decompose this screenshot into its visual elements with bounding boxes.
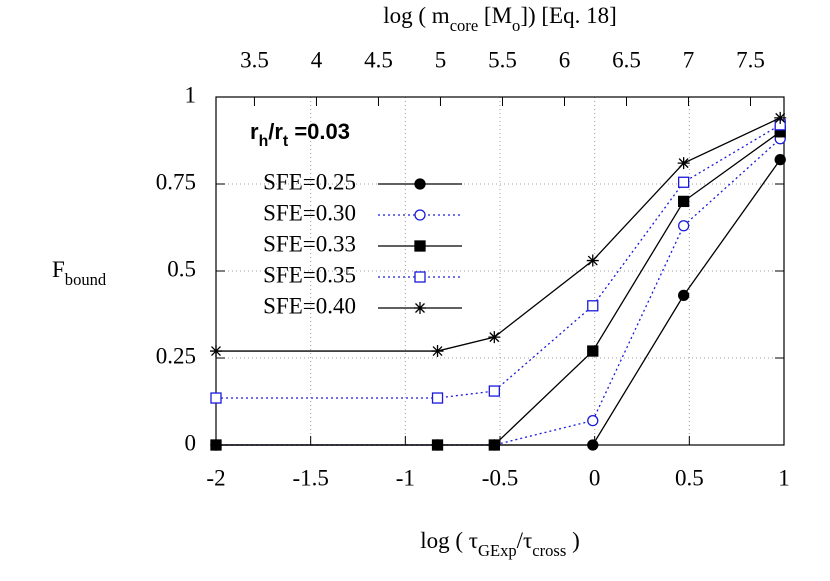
y-tick-label: 1: [185, 82, 197, 107]
series-line: [216, 131, 781, 446]
x2-tick-label: 6: [559, 47, 571, 72]
x2-axis-title-part: log ( m: [383, 3, 450, 28]
y-tick-label: 0.75: [156, 169, 196, 194]
x-tick-label: 1: [778, 465, 790, 490]
y-axis-title-part: bound: [65, 270, 107, 289]
annotation-part: r: [250, 119, 259, 144]
annotation-part: =0.03: [288, 119, 350, 144]
legend-label: SFE=0.25: [263, 169, 356, 194]
x-tick-label: 0: [589, 465, 601, 490]
legend-marker: [414, 302, 426, 314]
marker: [587, 300, 599, 312]
x2-axis-title: log ( mcore [Mo]) [Eq. 18]: [383, 3, 617, 35]
marker: [488, 331, 501, 344]
x2-tick-label: 5.5: [488, 47, 517, 72]
marker: [678, 195, 690, 208]
marker: [431, 439, 444, 451]
x2-axis-title-part: core: [450, 16, 478, 35]
marker: [678, 220, 690, 232]
marker: [587, 345, 599, 357]
marker: [678, 176, 690, 188]
x2-tick-label: 6.5: [612, 47, 641, 72]
y-tick-label: 0: [185, 430, 197, 455]
legend-label: SFE=0.40: [263, 293, 356, 318]
x-tick-label: -1.5: [292, 465, 328, 490]
x2-axis-title-part: [M: [478, 3, 512, 28]
marker: [210, 345, 222, 358]
legend-marker: [414, 240, 426, 252]
marker: [210, 439, 222, 451]
marker: [587, 414, 599, 427]
marker: [677, 157, 690, 170]
marker: [586, 254, 599, 267]
annotation-part: h: [259, 133, 269, 150]
x-axis-title-part: ): [566, 528, 579, 553]
x2-tick-label: 3.5: [240, 47, 269, 72]
x-axis-title: log ( τGExp/τcross ): [420, 528, 579, 560]
marker: [587, 439, 599, 451]
legend-label: SFE=0.30: [263, 200, 356, 225]
legend-marker: [414, 271, 426, 283]
x2-axis-title-part: o: [512, 16, 520, 35]
marker: [488, 385, 500, 397]
legend-label: SFE=0.35: [263, 262, 356, 287]
annotation: rh/rt =0.03: [250, 119, 350, 150]
x2-tick-label: 7: [683, 47, 695, 72]
x-tick-label: -0.5: [482, 465, 518, 490]
annotation-part: /r: [268, 119, 283, 144]
marker: [678, 289, 690, 302]
series-line: [216, 124, 781, 399]
marker: [431, 345, 444, 358]
series-line: [216, 138, 781, 446]
annotation-part: t: [283, 133, 289, 150]
marker: [431, 392, 444, 404]
x-axis-title-part: log ( τ: [420, 528, 478, 553]
y-axis-title-part: F: [52, 257, 65, 282]
x2-tick-label: 4: [311, 47, 323, 72]
x2-tick-label: 5: [435, 47, 447, 72]
y-tick-label: 0.25: [156, 343, 196, 368]
y-axis-title: Fbound: [52, 257, 107, 289]
x2-tick-label: 4.5: [364, 47, 393, 72]
x-tick-label: 0.5: [675, 465, 704, 490]
x-axis-title-part: /τ: [517, 528, 533, 553]
x-tick-label: -2: [206, 465, 225, 490]
x-tick-label: -1: [396, 465, 415, 490]
marker: [210, 392, 222, 404]
marker: [774, 153, 786, 166]
series-line: [216, 117, 781, 352]
legend-label: SFE=0.33: [263, 231, 356, 256]
marker: [488, 439, 500, 451]
x-axis-title-part: cross: [532, 541, 566, 560]
x-axis-title-part: GExp: [478, 541, 517, 560]
y-tick-label: 0.5: [167, 256, 196, 281]
marker: [774, 111, 787, 124]
legend-marker: [414, 178, 426, 190]
legend-marker: [414, 209, 426, 221]
x2-tick-label: 7.5: [736, 47, 765, 72]
x2-axis-title-part: ]) [Eq. 18]: [520, 3, 616, 28]
